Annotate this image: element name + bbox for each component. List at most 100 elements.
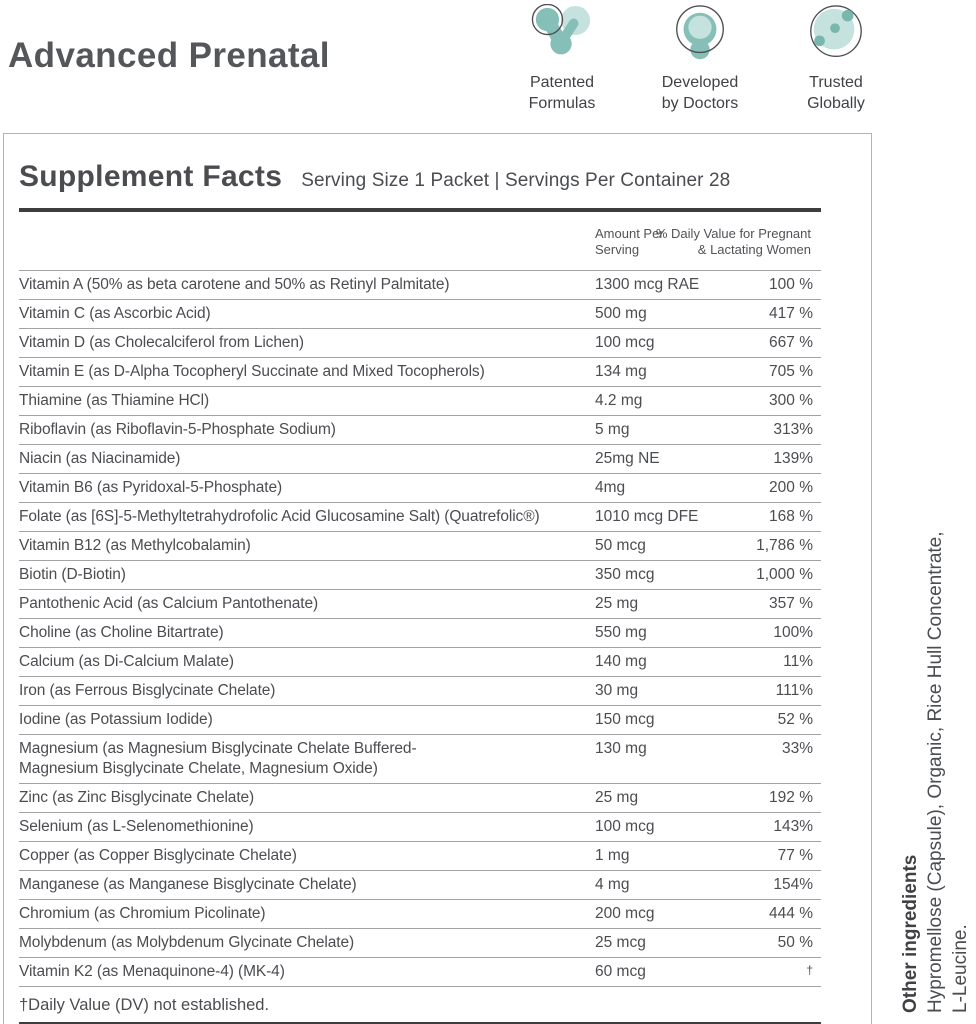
badge-label: Developed by Doctors	[661, 74, 739, 112]
ingredient-amount: 130 mg	[595, 740, 647, 757]
ingredient-dv: 139%	[773, 450, 813, 467]
ingredient-dv: 300 %	[769, 392, 813, 409]
ingredient-name: Vitamin A (50% as beta carotene and 50% …	[19, 276, 450, 293]
ingredient-name: Vitamin C (as Ascorbic Acid)	[19, 305, 211, 322]
table-row: Niacin (as Niacinamide) 25mg NE 139%	[19, 445, 821, 474]
column-headers: Amount Per Serving % Daily Value for Pre…	[19, 212, 821, 271]
ingredient-name: Vitamin B6 (as Pyridoxal-5-Phosphate)	[19, 479, 283, 496]
ingredient-dv: 11%	[783, 653, 813, 670]
ingredient-name: Copper (as Copper Bisglycinate Chelate)	[19, 847, 297, 864]
daily-value-footnote: †Daily Value (DV) not established.	[19, 987, 821, 1024]
supplement-facts-header: Supplement Facts Serving Size 1 Packet |…	[19, 160, 821, 194]
ingredient-name: Iron (as Ferrous Bisglycinate Chelate)	[19, 682, 276, 699]
ingredient-name: Niacin (as Niacinamide)	[19, 450, 181, 467]
ingredient-amount: 25mg NE	[595, 450, 660, 467]
ingredient-dv: 444 %	[769, 905, 813, 922]
ingredient-amount: 4 mg	[595, 876, 630, 893]
ingredient-amount: 50 mcg	[595, 537, 646, 554]
table-row: Vitamin D (as Cholecalciferol from Liche…	[19, 329, 821, 358]
table-row: Vitamin A (50% as beta carotene and 50% …	[19, 271, 821, 300]
ingredient-dv: 1,000 %	[756, 566, 813, 583]
ingredient-dv: 154%	[773, 876, 813, 893]
ingredient-name: Vitamin B12 (as Methylcobalamin)	[19, 537, 251, 554]
ingredient-name: Thiamine (as Thiamine HCl)	[19, 392, 210, 409]
ingredient-amount: 350 mcg	[595, 566, 655, 583]
supplement-facts-panel: Supplement Facts Serving Size 1 Packet |…	[3, 133, 872, 1024]
table-row: Thiamine (as Thiamine HCl) 4.2 mg 300 %	[19, 387, 821, 416]
ingredient-amount: 30 mg	[595, 682, 639, 699]
ingredient-amount: 25 mg	[595, 595, 639, 612]
ingredient-name: Chromium (as Chromium Picolinate)	[19, 905, 266, 922]
table-row: Choline (as Choline Bitartrate) 550 mg 1…	[19, 619, 821, 648]
table-row: Riboflavin (as Riboflavin-5-Phosphate So…	[19, 416, 821, 445]
ingredient-name: Zinc (as Zinc Bisglycinate Chelate)	[19, 789, 255, 806]
table-row: Vitamin B12 (as Methylcobalamin) 50 mcg …	[19, 532, 821, 561]
serving-info: Serving Size 1 Packet | Servings Per Con…	[301, 170, 731, 191]
ingredient-dv: 313%	[773, 421, 813, 438]
ingredient-name: Manganese (as Manganese Bisglycinate Che…	[19, 876, 357, 893]
other-ingredients: Other ingredients Hypromellose (Capsule)…	[898, 453, 973, 1013]
table-row: Selenium (as L-Selenomethionine) 100 mcg…	[19, 813, 821, 842]
badge-label: Trusted Globally	[807, 74, 865, 112]
ingredient-dv: †	[806, 963, 813, 977]
ingredient-dv: 667 %	[769, 334, 813, 351]
table-row: Zinc (as Zinc Bisglycinate Chelate) 25 m…	[19, 784, 821, 813]
patented-formulas-icon	[494, 4, 630, 66]
ingredient-dv: 50 %	[777, 934, 813, 951]
ingredient-amount: 4.2 mg	[595, 392, 643, 409]
ingredient-name: Selenium (as L-Selenomethionine)	[19, 818, 254, 835]
table-row: Pantothenic Acid (as Calcium Pantothenat…	[19, 590, 821, 619]
ingredient-amount: 100 mcg	[595, 334, 655, 351]
ingredient-name: Choline (as Choline Bitartrate)	[19, 624, 224, 641]
table-row: Vitamin C (as Ascorbic Acid) 500 mg 417 …	[19, 300, 821, 329]
ingredient-dv: 192 %	[769, 789, 813, 806]
ingredient-name: Vitamin D (as Cholecalciferol from Liche…	[19, 334, 304, 351]
ingredient-dv: 77 %	[777, 847, 813, 864]
ingredient-amount: 25 mcg	[595, 934, 646, 951]
ingredient-dv: 200 %	[769, 479, 813, 496]
ingredient-dv: 100 %	[769, 276, 813, 293]
other-ingredients-line: L-Leucine.	[950, 924, 971, 1013]
ingredient-dv: 111%	[775, 682, 813, 699]
ingredient-dv: 1,786 %	[756, 537, 813, 554]
badge-trusted-globally: Trusted Globally	[768, 4, 904, 114]
header-rule	[19, 208, 821, 212]
ingredient-amount: 134 mg	[595, 363, 647, 380]
table-row: Manganese (as Manganese Bisglycinate Che…	[19, 871, 821, 900]
badge-label: Patented Formulas	[528, 74, 596, 112]
table-row: Vitamin K2 (as Menaquinone-4) (MK-4) 60 …	[19, 958, 821, 987]
ingredient-amount: 1 mg	[595, 847, 630, 864]
ingredient-amount: 500 mg	[595, 305, 647, 322]
table-row: Vitamin B6 (as Pyridoxal-5-Phosphate) 4m…	[19, 474, 821, 503]
ingredient-amount: 60 mcg	[595, 963, 646, 980]
ingredient-name: Magnesium (as Magnesium Bisglycinate Che…	[19, 740, 417, 777]
ingredient-amount: 550 mg	[595, 624, 647, 641]
ingredient-dv: 705 %	[769, 363, 813, 380]
ingredient-dv: 357 %	[769, 595, 813, 612]
table-row: Iodine (as Potassium Iodide) 150 mcg 52 …	[19, 706, 821, 735]
other-ingredients-line: Hypromellose (Capsule), Organic, Rice Hu…	[925, 531, 946, 1013]
ingredient-amount: 140 mg	[595, 653, 647, 670]
ingredient-name: Pantothenic Acid (as Calcium Pantothenat…	[19, 595, 319, 612]
ingredient-name: Vitamin E (as D-Alpha Tocopheryl Succina…	[19, 363, 485, 380]
badge-patented-formulas: Patented Formulas	[494, 4, 630, 114]
ingredient-amount: 1300 mcg RAE	[595, 276, 700, 293]
other-ingredients-heading: Other ingredients	[900, 854, 921, 1013]
ingredient-amount: 100 mcg	[595, 818, 655, 835]
table-row: Chromium (as Chromium Picolinate) 200 mc…	[19, 900, 821, 929]
supplement-facts-title: Supplement Facts	[19, 160, 283, 193]
table-row: Copper (as Copper Bisglycinate Chelate) …	[19, 842, 821, 871]
ingredient-dv: 168 %	[769, 508, 813, 525]
ingredient-dv: 52 %	[777, 711, 813, 728]
ingredient-table: Vitamin A (50% as beta carotene and 50% …	[19, 271, 821, 987]
table-row: Molybdenum (as Molybdenum Glycinate Chel…	[19, 929, 821, 958]
developed-by-doctors-icon	[632, 4, 768, 66]
ingredient-amount: 4mg	[595, 479, 626, 496]
ingredient-name: Biotin (D-Biotin)	[19, 566, 126, 583]
badge-developed-by-doctors: Developed by Doctors	[632, 4, 768, 114]
ingredient-amount: 150 mcg	[595, 711, 655, 728]
ingredient-name: Riboflavin (as Riboflavin-5-Phosphate So…	[19, 421, 336, 438]
ingredient-name: Vitamin K2 (as Menaquinone-4) (MK-4)	[19, 963, 285, 980]
ingredient-name: Molybdenum (as Molybdenum Glycinate Chel…	[19, 934, 355, 951]
